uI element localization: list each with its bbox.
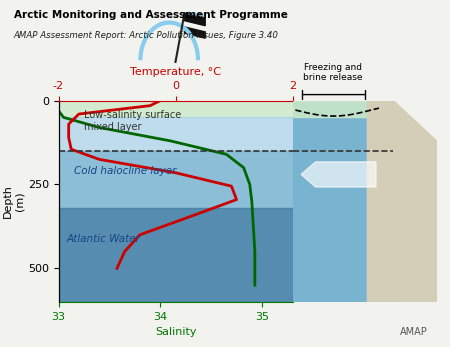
Polygon shape xyxy=(184,27,205,38)
Bar xyxy=(292,101,393,117)
Y-axis label: Depth
(m): Depth (m) xyxy=(3,184,25,218)
Text: AMAP: AMAP xyxy=(186,11,207,18)
Polygon shape xyxy=(367,101,436,302)
Text: Cold halocline layer: Cold halocline layer xyxy=(74,167,176,176)
X-axis label: Salinity: Salinity xyxy=(155,327,196,337)
FancyArrow shape xyxy=(301,162,376,187)
Text: AMAP Assessment Report: Arctic Pollution Issues, Figure 3.40: AMAP Assessment Report: Arctic Pollution… xyxy=(14,31,279,40)
Polygon shape xyxy=(184,13,205,26)
Text: Arctic Monitoring and Assessment Programme: Arctic Monitoring and Assessment Program… xyxy=(14,10,288,20)
Text: Freezing and
brine release: Freezing and brine release xyxy=(303,63,363,82)
Text: AMAP: AMAP xyxy=(400,327,428,337)
Text: Atlantic Water: Atlantic Water xyxy=(67,234,140,244)
Text: Low-salinity surface
mixed layer: Low-salinity surface mixed layer xyxy=(84,110,181,132)
Bar xyxy=(292,101,393,302)
X-axis label: Temperature, °C: Temperature, °C xyxy=(130,67,221,77)
